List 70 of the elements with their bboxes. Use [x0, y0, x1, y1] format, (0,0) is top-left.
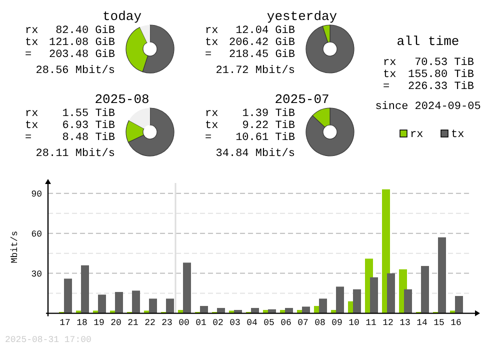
text: = [25, 49, 32, 61]
text: tx [205, 120, 219, 132]
x-tick-label: 13 [400, 318, 410, 328]
x-tick-label: 09 [332, 318, 342, 328]
text: 1.55 TiB [62, 108, 116, 120]
text: 70.53 TiB [414, 57, 474, 69]
chart-title: 2025-08 [94, 92, 150, 107]
chart-title: today [102, 9, 142, 24]
text: since 2024-09-05 [375, 101, 481, 113]
text: 203.48 GiB [48, 49, 116, 61]
legend-label: tx [451, 129, 465, 141]
text: 28.11 Mbit/s [36, 148, 115, 160]
text: rx [205, 108, 219, 120]
x-tick-label: 05 [264, 318, 274, 328]
x-tick-label: 11 [366, 318, 376, 328]
text: rx [25, 108, 39, 120]
text: 226.33 TiB [408, 81, 474, 93]
legend-label: rx [410, 129, 424, 141]
x-tick-label: 14 [416, 318, 428, 328]
x-tick-label: 08 [314, 318, 326, 328]
text: 6.93 TiB [62, 120, 116, 132]
text: 82.40 GiB [56, 25, 116, 37]
text: 34.84 Mbit/s [216, 148, 295, 160]
x-tick-label: 17 [60, 318, 70, 328]
text: rx [25, 25, 39, 37]
x-tick-label: 01 [196, 318, 206, 328]
x-tick-label: 12 [382, 318, 394, 328]
y-axis-title: Mbit/s [10, 230, 20, 264]
text: 10.61 TiB [236, 132, 296, 144]
y-tick-label: 60 [31, 229, 42, 240]
x-tick-label: 19 [94, 318, 104, 328]
text: 8.48 TiB [62, 132, 116, 144]
text: 206.42 GiB [228, 37, 296, 49]
text: = [205, 132, 212, 144]
x-tick-label: 18 [76, 318, 88, 328]
text: 28.56 Mbit/s [36, 65, 115, 77]
text: = [383, 81, 390, 93]
x-tick-label: 00 [178, 318, 190, 328]
text: tx [205, 37, 219, 49]
x-tick-label: 22 [144, 318, 156, 328]
text: tx [25, 120, 39, 132]
text: 218.45 GiB [228, 49, 296, 61]
chart-title: yesterday [266, 9, 338, 24]
text: = [205, 49, 212, 61]
x-tick-label: 23 [162, 318, 172, 328]
text: 12.04 GiB [236, 25, 296, 37]
x-tick-label: 06 [280, 318, 292, 328]
x-tick-label: 15 [434, 318, 444, 328]
x-tick-label: 21 [128, 318, 138, 328]
x-tick-label: 20 [110, 318, 122, 328]
x-tick-label: 03 [230, 318, 240, 328]
text: tx [383, 69, 397, 81]
text: 121.08 GiB [48, 37, 116, 49]
x-tick-label: 02 [212, 318, 224, 328]
y-tick-label: 90 [31, 189, 42, 200]
text: all time [396, 34, 460, 49]
text: 1.39 TiB [242, 108, 296, 120]
text: 9.22 TiB [242, 120, 296, 132]
text: 155.80 TiB [408, 69, 474, 81]
x-tick-label: 04 [246, 318, 258, 328]
text: = [25, 132, 32, 144]
text: tx [25, 37, 39, 49]
text: rx [205, 25, 219, 37]
x-tick-label: 07 [298, 318, 308, 328]
y-tick-label: 30 [31, 269, 42, 280]
text: rx [383, 57, 397, 69]
chart-title: 2025-07 [274, 92, 330, 107]
text: 21.72 Mbit/s [216, 65, 295, 77]
x-tick-label: 16 [450, 318, 462, 328]
x-tick-label: 10 [348, 318, 360, 328]
